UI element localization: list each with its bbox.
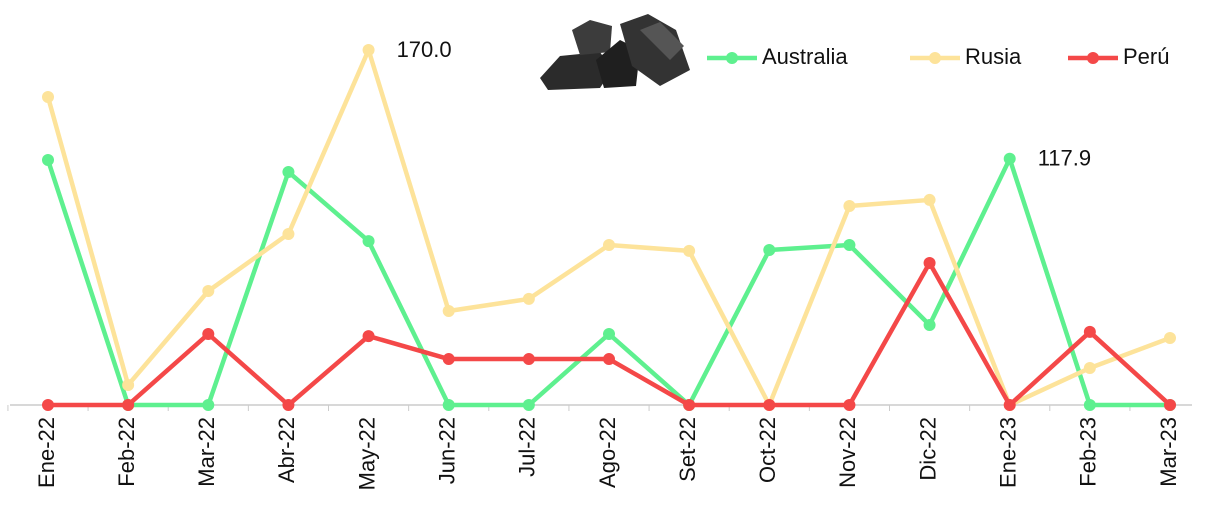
data-point	[522, 292, 535, 305]
x-tick-label: Mar-23	[1156, 417, 1181, 487]
data-point	[923, 319, 936, 332]
x-tick-label: Ene-23	[996, 417, 1021, 488]
data-point	[603, 353, 615, 366]
data-point	[202, 328, 215, 340]
data-point	[1083, 399, 1096, 411]
data-point	[1003, 152, 1016, 165]
x-tick-label: Set-22	[675, 417, 700, 482]
data-point	[282, 399, 295, 411]
data-point	[362, 235, 375, 248]
x-tick-label: Ago-22	[595, 417, 620, 488]
data-point	[1003, 399, 1016, 411]
x-tick-label: May-22	[354, 417, 379, 490]
legend-entry: Rusia	[910, 44, 1022, 69]
data-point	[1083, 325, 1096, 338]
data-point	[42, 154, 54, 167]
data-point	[122, 378, 135, 391]
data-point	[362, 44, 375, 56]
data-point	[122, 399, 135, 411]
data-point	[282, 227, 295, 240]
data-label: 170.0	[397, 37, 452, 62]
data-point	[683, 244, 696, 257]
data-point	[522, 353, 535, 366]
legend-label: Rusia	[965, 44, 1022, 69]
series-line	[45, 156, 1170, 408]
x-tick-label: Dic-22	[915, 417, 940, 481]
data-point	[603, 328, 615, 340]
x-tick-label: Abr-22	[274, 417, 299, 483]
legend-marker	[726, 52, 738, 64]
data-label: 117.9	[1038, 146, 1091, 171]
x-tick-label: Feb-23	[1076, 417, 1101, 487]
data-point	[843, 399, 856, 411]
data-point	[603, 239, 615, 252]
data-point	[282, 165, 295, 178]
data-point	[843, 199, 856, 212]
data-point	[442, 353, 455, 366]
x-tick-label: Oct-22	[755, 417, 780, 483]
data-point	[763, 244, 776, 257]
data-point	[522, 399, 535, 411]
legend-label: Perú	[1123, 44, 1169, 69]
legend-label: Australia	[762, 44, 848, 69]
x-tick-label: Ene-22	[34, 417, 59, 488]
coal-image	[540, 14, 690, 90]
legend-marker	[1087, 52, 1099, 64]
x-tick-label: Nov-22	[835, 417, 860, 488]
data-point	[683, 399, 696, 411]
x-tick-label: Jul-22	[515, 417, 540, 477]
data-point	[763, 399, 776, 411]
x-tick-label: Mar-22	[194, 417, 219, 487]
x-tick-label: Feb-22	[114, 417, 139, 487]
data-point	[1164, 399, 1176, 411]
series-line	[45, 47, 1171, 408]
data-point	[442, 399, 455, 411]
data-point	[442, 305, 455, 318]
data-point	[923, 193, 936, 206]
legend-entry: Perú	[1068, 44, 1169, 69]
data-point	[202, 284, 215, 297]
legend-entry: Australia	[707, 44, 848, 69]
data-point	[202, 399, 215, 411]
data-point	[362, 330, 375, 343]
data-point	[923, 257, 936, 269]
x-tick-label: Jun-22	[435, 417, 460, 484]
data-point	[42, 399, 54, 411]
legend-marker	[929, 52, 941, 64]
data-point	[843, 239, 856, 252]
data-point	[1164, 331, 1176, 344]
data-point	[1083, 362, 1096, 375]
data-point	[42, 90, 54, 103]
